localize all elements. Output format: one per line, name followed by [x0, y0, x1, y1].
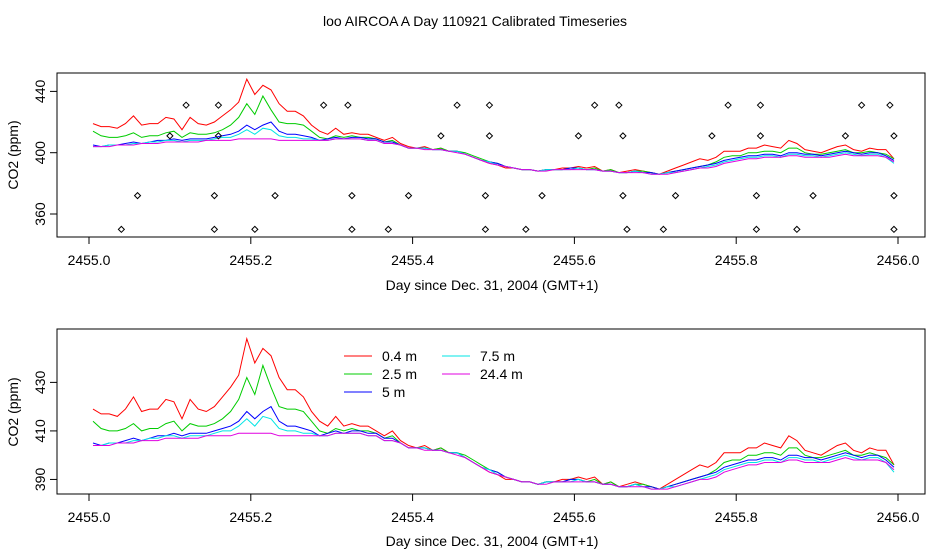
- plot-frame-bottom: [56, 328, 926, 495]
- y-tick-label: 410: [32, 419, 48, 443]
- plot-frame-top: [56, 72, 926, 238]
- series-line-5-mm-top: [92, 121, 895, 175]
- legend-label: 7.5 m: [480, 348, 515, 364]
- y-tick-label: 440: [32, 79, 48, 103]
- series-line-7-5-mm-bottom: [93, 415, 895, 490]
- series-line-24-4-mm-top: [93, 138, 895, 175]
- flag-marker: [453, 101, 461, 109]
- flag-marker: [752, 225, 761, 234]
- flag-marker: [214, 101, 223, 109]
- flag-marker: [210, 225, 219, 234]
- y-tick-label: 390: [32, 468, 48, 492]
- flag-marker: [481, 191, 490, 200]
- series-line-7-5-mm-top: [93, 127, 895, 175]
- flag-marker: [117, 225, 126, 234]
- flag-marker: [344, 101, 352, 109]
- x-tick-label: 2455.8: [715, 509, 758, 525]
- y-tick-label: 360: [32, 202, 48, 226]
- series-line-24-4-mm-bottom: [93, 432, 895, 490]
- panel-top: 2455.0 2455.2 2455.4 2455.6 2455.8 2456.0 360 4…: [5, 72, 926, 293]
- x-tick-label: 2456.0: [877, 252, 920, 268]
- flag-marker: [485, 101, 494, 109]
- flag-marker: [841, 132, 850, 140]
- x-tick-label: 2455.8: [715, 252, 758, 268]
- flag-marker: [752, 191, 761, 200]
- flag-marker: [623, 225, 631, 234]
- panel-bottom: 2455.0 2455.2 2455.4 2455.6 2455.8 2456.0 390 4…: [5, 328, 926, 549]
- flag-marker: [590, 101, 599, 109]
- x-tick-label: 2455.2: [229, 252, 272, 268]
- flag-marker: [481, 225, 490, 234]
- legend-label: 5 m: [382, 384, 405, 400]
- legend: 0.4 m 2.5 m 5 m 7.5 m 24.4 m: [344, 348, 523, 400]
- flag-marker: [319, 101, 328, 109]
- x-tick-label: 2455.4: [391, 509, 434, 525]
- flag-marker: [890, 132, 898, 140]
- flag-marker: [857, 101, 866, 109]
- x-tick-label: 2455.6: [553, 252, 596, 268]
- flag-marker: [809, 191, 817, 200]
- series-line-0-4-mm-top: [92, 77, 895, 175]
- flag-marker: [437, 132, 445, 140]
- x-tick-label: 2455.2: [229, 509, 272, 525]
- flag-marker: [890, 225, 898, 234]
- flag-marker: [133, 191, 142, 200]
- legend-label: 2.5 m: [382, 366, 417, 382]
- flag-marker: [615, 101, 623, 109]
- flag-marker: [210, 191, 219, 200]
- flag-marker: [756, 132, 765, 140]
- y-tick-label: 430: [32, 370, 48, 394]
- x-tick-label: 2456.0: [877, 509, 920, 525]
- flag-marker: [538, 191, 546, 200]
- flag-marker: [886, 101, 894, 109]
- flag-marker: [384, 225, 393, 234]
- flag-marker: [404, 191, 413, 200]
- x-tick-label: 2455.4: [391, 252, 434, 268]
- flag-markers: [117, 101, 898, 234]
- flag-marker: [619, 132, 627, 140]
- legend-label: 0.4 m: [382, 348, 417, 364]
- flag-marker: [348, 225, 356, 234]
- x-tick-label: 2455.0: [68, 509, 111, 525]
- flag-marker: [793, 225, 801, 234]
- flag-marker: [574, 132, 583, 140]
- series-line-5-mm-bottom: [92, 405, 895, 490]
- flag-marker: [619, 191, 627, 200]
- flag-marker: [251, 225, 259, 234]
- y-tick-label: 400: [32, 141, 48, 165]
- series-group-bottom: [92, 336, 895, 490]
- flag-marker: [659, 225, 668, 234]
- flag-marker: [182, 101, 190, 109]
- flag-marker: [708, 132, 716, 140]
- x-tick-label: 2455.0: [68, 252, 111, 268]
- flag-marker: [214, 132, 223, 140]
- flag-marker: [348, 191, 356, 200]
- y-axis-label-bottom: CO2 (ppm): [5, 377, 21, 446]
- flag-marker: [890, 191, 898, 200]
- flag-marker: [522, 225, 530, 234]
- figure-title: loo AIRCOA A Day 110921 Calibrated Times…: [323, 13, 627, 29]
- legend-label: 24.4 m: [480, 366, 523, 382]
- flag-marker: [724, 101, 732, 109]
- x-tick-label: 2455.6: [553, 509, 596, 525]
- flag-marker: [756, 101, 765, 109]
- series-group-top: [92, 77, 895, 175]
- flag-marker: [166, 132, 174, 140]
- flag-marker: [671, 191, 680, 200]
- x-axis-label-bottom: Day since Dec. 31, 2004 (GMT+1): [386, 533, 599, 549]
- flag-marker: [271, 191, 279, 200]
- x-axis-label-top: Day since Dec. 31, 2004 (GMT+1): [386, 277, 599, 293]
- y-axis-label-top: CO2 (ppm): [5, 120, 21, 189]
- plot-area-top: 2455.0 2455.2 2455.4 2455.6 2455.8 2456.0 360 4…: [32, 72, 926, 268]
- flag-marker: [485, 132, 494, 140]
- plot-area-bottom: 2455.0 2455.2 2455.4 2455.6 2455.8 2456.0 390 4…: [32, 328, 926, 525]
